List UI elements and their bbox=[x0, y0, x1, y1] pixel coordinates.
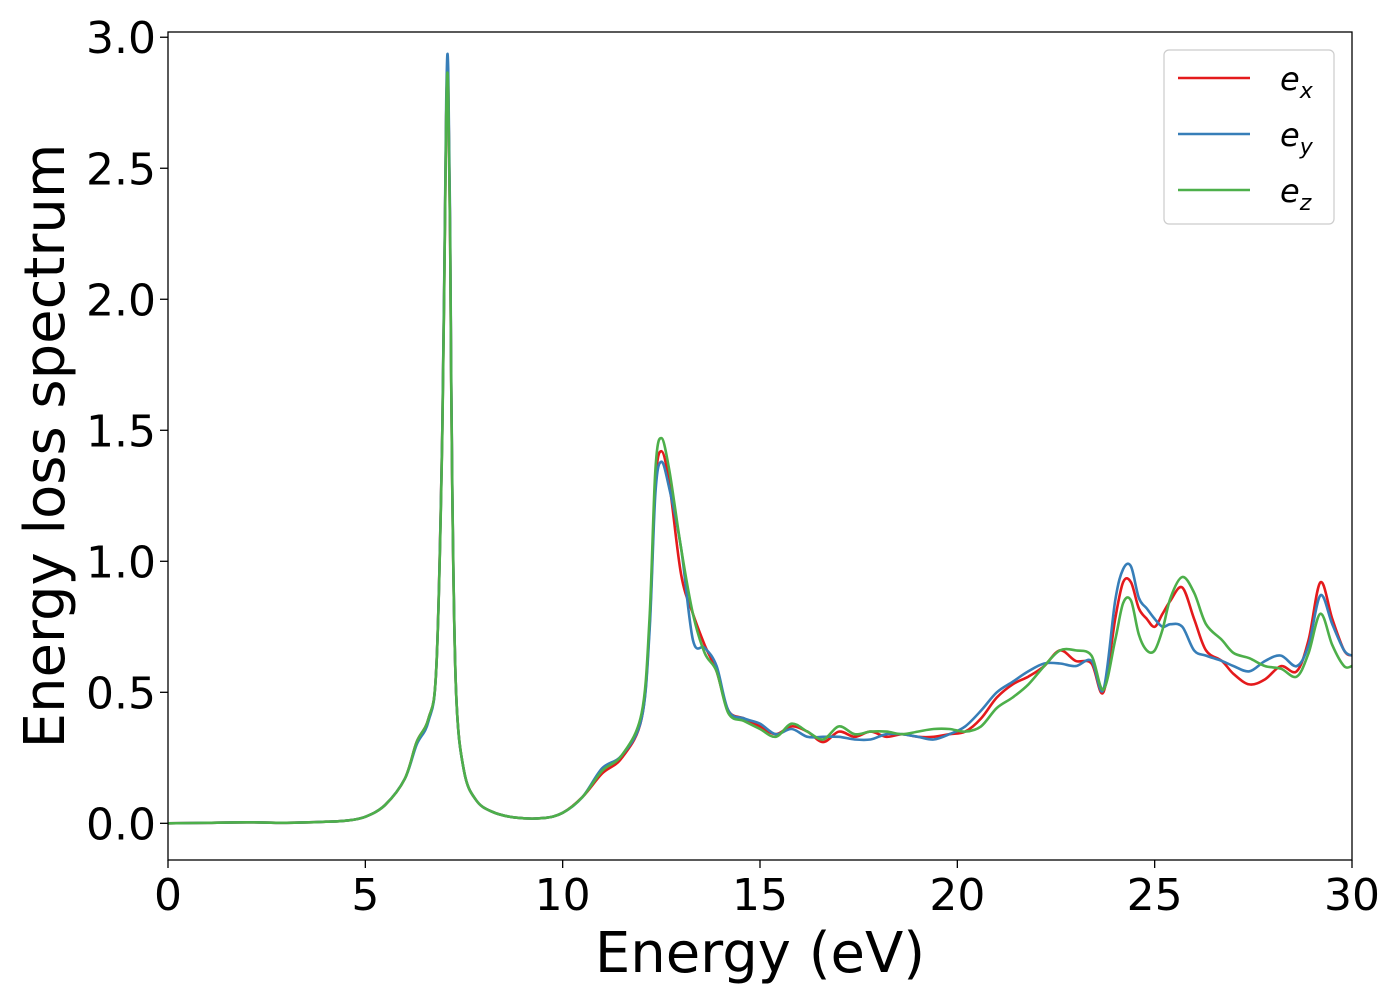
legend-label-subscript: z bbox=[1299, 191, 1312, 216]
y-axis-title: Energy loss spectrum bbox=[13, 144, 78, 749]
legend-label-base: e bbox=[1280, 172, 1300, 210]
y-axis: 0.0 0.5 1.0 1.5 2.0 2.5 3.0 bbox=[86, 13, 168, 850]
x-tick-label: 10 bbox=[535, 870, 591, 921]
legend-label-z: ez bbox=[1280, 172, 1312, 216]
x-tick-label: 0 bbox=[154, 870, 182, 921]
y-tick-label: 3.0 bbox=[86, 13, 156, 64]
y-tick-label: 0.0 bbox=[86, 799, 156, 850]
y-tick-label: 1.0 bbox=[86, 537, 156, 588]
x-tick-label: 20 bbox=[929, 870, 985, 921]
x-tick-label: 5 bbox=[351, 870, 379, 921]
x-tick-label: 15 bbox=[732, 870, 788, 921]
series-line-z bbox=[168, 71, 1352, 825]
y-tick-label: 1.5 bbox=[86, 406, 156, 457]
x-tick-label: 25 bbox=[1127, 870, 1183, 921]
y-tick-label: 0.5 bbox=[86, 668, 156, 719]
x-axis: 0 5 10 15 20 25 30 bbox=[154, 860, 1380, 921]
legend-label-base: e bbox=[1280, 116, 1300, 154]
x-tick-label: 30 bbox=[1324, 870, 1380, 921]
x-axis-title: Energy (eV) bbox=[595, 921, 925, 986]
legend-box bbox=[1163, 49, 1335, 225]
legend-label-y: ey bbox=[1280, 116, 1314, 160]
y-tick-label: 2.0 bbox=[86, 275, 156, 326]
legend-label-subscript: y bbox=[1299, 135, 1314, 160]
y-tick-label: 2.5 bbox=[86, 144, 156, 195]
legend-label-subscript: x bbox=[1299, 79, 1314, 104]
legend-label-x: ex bbox=[1280, 60, 1314, 104]
series-layer bbox=[168, 52, 1352, 825]
legend-label-base: e bbox=[1280, 60, 1300, 98]
